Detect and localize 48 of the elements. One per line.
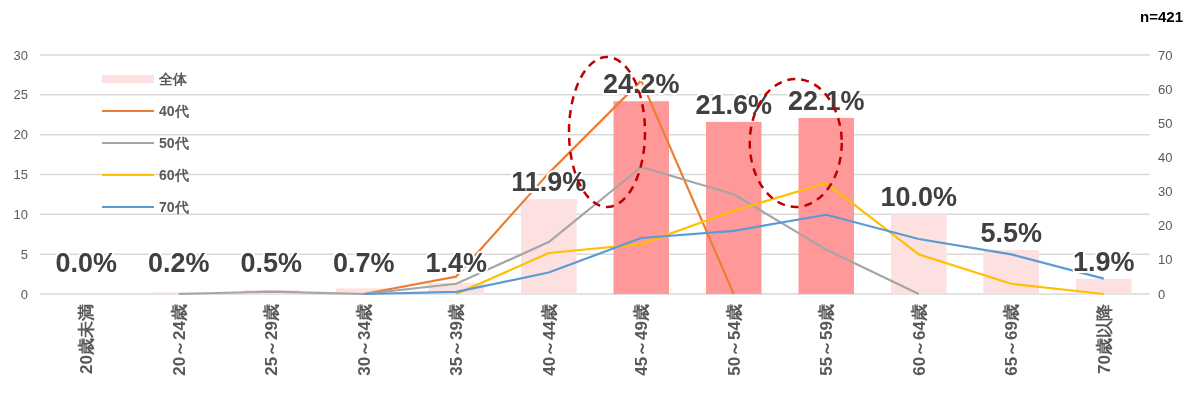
y2-tick-label: 10 — [1158, 252, 1173, 268]
y-tick-label: 5 — [20, 246, 28, 262]
x-tick-label: 35～39歳 — [447, 304, 467, 376]
data-label: 0.0% — [55, 248, 118, 278]
y2-tick-label: 70 — [1158, 47, 1173, 63]
y-tick-label: 15 — [13, 167, 28, 183]
x-tick-label: 40～44歳 — [539, 304, 559, 376]
x-tick-label: 20歳未満 — [77, 304, 97, 374]
y-tick-label: 10 — [13, 206, 28, 222]
x-tick-label: 65～69歳 — [1002, 304, 1022, 376]
y2-tick-label: 50 — [1158, 115, 1173, 131]
y-tick-label: 20 — [13, 127, 28, 143]
x-tick-label: 70歳以降 — [1094, 303, 1114, 374]
data-label: 0.5% — [240, 248, 303, 278]
legend-label: 70代 — [159, 198, 189, 215]
bar — [521, 199, 577, 294]
y-tick-label: 0 — [20, 286, 28, 302]
y-tick-label: 30 — [13, 47, 28, 63]
bar — [613, 101, 669, 294]
x-tick-label: 55～59歳 — [817, 304, 837, 376]
bar — [891, 214, 947, 294]
data-label: 10.0% — [880, 182, 958, 213]
x-tick-label: 50～54歳 — [724, 304, 744, 376]
text: n=421 — [1140, 8, 1183, 25]
data-label: 5.5% — [980, 218, 1043, 249]
legend-label: 60代 — [159, 166, 189, 183]
x-tick-label: 30～34歳 — [354, 304, 374, 376]
y2-tick-label: 40 — [1158, 149, 1173, 165]
y2-tick-label: 20 — [1158, 218, 1173, 234]
y2-tick-label: 60 — [1158, 81, 1173, 97]
x-tick-label: 20～24歳 — [169, 304, 189, 376]
x-tick-label: 60～64歳 — [909, 304, 929, 376]
y-tick-label: 25 — [13, 87, 28, 103]
data-label: 21.6% — [695, 89, 773, 120]
data-label: 0.7% — [332, 248, 395, 278]
data-label: 0.2% — [147, 248, 210, 278]
x-tick-label: 25～29歳 — [262, 304, 282, 376]
legend-label: 50代 — [159, 134, 189, 151]
legend-label: 全体 — [158, 70, 188, 87]
bar — [798, 117, 854, 294]
bar — [706, 121, 762, 294]
data-label: 1.9% — [1072, 246, 1135, 277]
y2-tick-label: 30 — [1158, 184, 1173, 200]
bar — [1076, 278, 1132, 294]
x-tick-label: 45～49歳 — [632, 304, 652, 376]
legend-label: 40代 — [159, 102, 189, 119]
y2-tick-label: 0 — [1158, 286, 1166, 302]
data-label: 22.1% — [787, 85, 865, 116]
